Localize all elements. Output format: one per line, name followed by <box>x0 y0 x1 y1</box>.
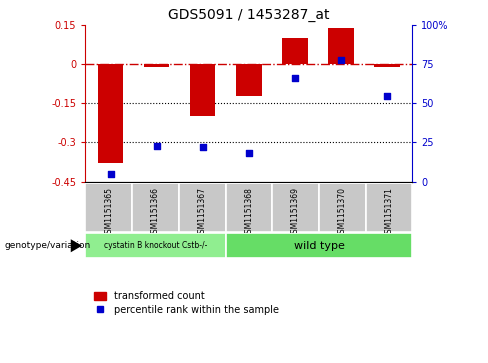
Bar <box>319 183 366 232</box>
Text: wild type: wild type <box>293 241 345 251</box>
Bar <box>190 65 216 117</box>
Text: GSM1151367: GSM1151367 <box>198 187 207 238</box>
Bar <box>282 38 307 65</box>
Bar <box>236 65 262 96</box>
Bar <box>85 233 225 258</box>
Text: genotype/variation: genotype/variation <box>5 241 91 250</box>
Legend: transformed count, percentile rank within the sample: transformed count, percentile rank withi… <box>90 287 283 319</box>
Bar <box>374 65 400 67</box>
Bar <box>328 28 354 65</box>
Text: GSM1151366: GSM1151366 <box>151 187 160 238</box>
Bar <box>366 183 412 232</box>
Bar <box>132 183 179 232</box>
Point <box>107 171 115 177</box>
Point <box>383 93 391 99</box>
Bar <box>179 183 225 232</box>
Text: GSM1151369: GSM1151369 <box>291 187 300 238</box>
Point <box>291 76 299 81</box>
Bar <box>225 183 272 232</box>
Point <box>199 144 207 150</box>
Text: GSM1151371: GSM1151371 <box>385 187 393 238</box>
Bar <box>144 65 169 67</box>
Bar <box>272 183 319 232</box>
Point <box>153 143 161 148</box>
Bar <box>98 65 123 163</box>
Bar <box>85 183 132 232</box>
Title: GDS5091 / 1453287_at: GDS5091 / 1453287_at <box>168 8 329 22</box>
Point <box>337 57 345 63</box>
Text: GSM1151370: GSM1151370 <box>338 187 347 238</box>
Text: GSM1151365: GSM1151365 <box>104 187 113 238</box>
Bar <box>225 233 412 258</box>
Text: cystatin B knockout Cstb-/-: cystatin B knockout Cstb-/- <box>104 241 207 250</box>
Text: GSM1151368: GSM1151368 <box>244 187 253 238</box>
Point <box>245 151 253 156</box>
